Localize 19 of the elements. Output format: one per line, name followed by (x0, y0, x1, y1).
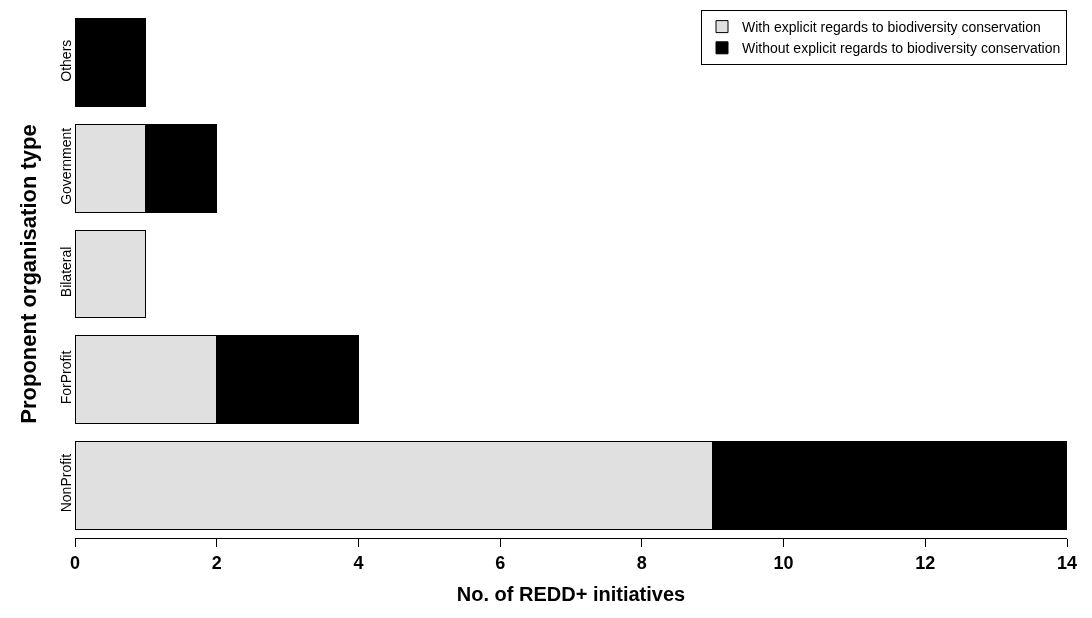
x-tick-label: 10 (773, 552, 794, 573)
bar (75, 18, 147, 108)
y-tick-label: NonProfit (58, 453, 75, 513)
y-tick-label: Bilateral (58, 246, 75, 298)
y-tick-label: Others (58, 39, 75, 82)
x-tick-label: 8 (636, 552, 647, 573)
bar (75, 229, 147, 319)
legend-label: With explicit regards to biodiversity conservation (742, 19, 1041, 36)
x-tick-label: 6 (495, 552, 506, 573)
y-tick-label: Government (58, 127, 75, 205)
x-tick-label: 4 (353, 552, 364, 573)
x-tick-label: 0 (69, 552, 81, 573)
x-tick-label: 2 (211, 552, 222, 573)
y-axis-title: Proponent organisation type (16, 124, 41, 424)
legend-label: Without explicit regards to biodiversity conservation (742, 40, 1061, 57)
y-tick-label: ForProfit (58, 350, 75, 405)
x-tick-label: 14 (1056, 552, 1078, 573)
x-axis-title: No. of REDD+ initiatives (456, 583, 686, 606)
x-tick-label: 12 (915, 552, 936, 573)
